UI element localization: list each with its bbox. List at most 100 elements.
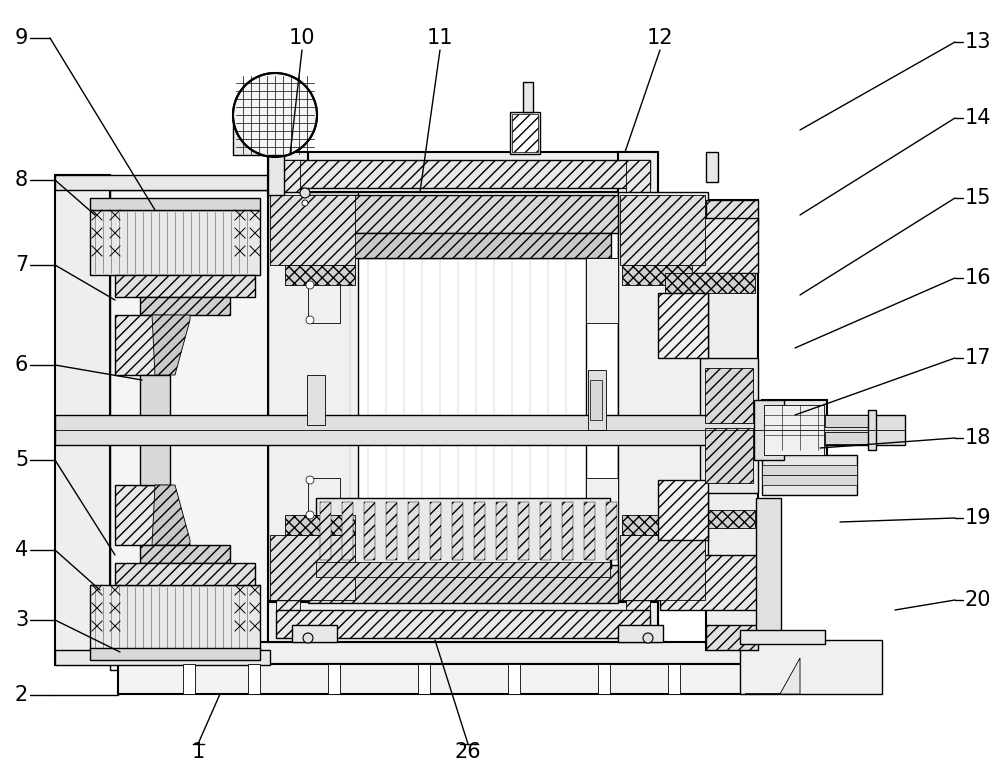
Bar (115, 275, 255, 297)
Bar (706, 625, 758, 650)
Polygon shape (408, 502, 419, 560)
Polygon shape (152, 315, 190, 375)
Text: 1: 1 (191, 742, 205, 762)
Bar (315, 543, 611, 568)
Bar (270, 535, 355, 600)
Bar (308, 478, 340, 543)
Text: 16: 16 (965, 268, 992, 288)
Bar (762, 455, 857, 495)
Bar (660, 555, 758, 610)
Polygon shape (665, 273, 755, 293)
Circle shape (306, 511, 314, 519)
Bar (756, 498, 781, 643)
Bar (512, 114, 538, 152)
Polygon shape (364, 502, 375, 560)
Bar (658, 480, 708, 540)
Text: 7: 7 (15, 255, 28, 275)
Text: 8: 8 (15, 170, 28, 190)
Bar (268, 155, 284, 195)
Polygon shape (386, 502, 397, 560)
Bar (55, 175, 270, 190)
Bar (90, 198, 260, 210)
Bar (55, 650, 270, 665)
Bar (754, 400, 784, 460)
Polygon shape (320, 502, 331, 560)
Bar (660, 218, 758, 273)
Text: 14: 14 (965, 108, 992, 128)
Text: 17: 17 (965, 348, 992, 368)
Polygon shape (606, 502, 617, 560)
Bar (115, 563, 255, 585)
Bar (586, 258, 618, 323)
Bar (706, 200, 758, 650)
Bar (620, 535, 705, 600)
Circle shape (233, 73, 317, 157)
Polygon shape (496, 502, 507, 560)
Polygon shape (540, 502, 551, 560)
Bar (118, 642, 756, 664)
Polygon shape (285, 265, 355, 285)
Bar (270, 195, 355, 265)
Text: 2: 2 (15, 685, 28, 705)
Polygon shape (745, 658, 800, 694)
Polygon shape (562, 502, 573, 560)
Bar (268, 192, 358, 600)
Text: 15: 15 (965, 188, 992, 208)
Polygon shape (233, 115, 268, 155)
Bar (706, 200, 758, 225)
Text: 5: 5 (15, 450, 28, 470)
Bar (115, 485, 165, 545)
Bar (140, 545, 230, 563)
Text: 12: 12 (647, 28, 673, 48)
Bar (510, 112, 540, 154)
Circle shape (643, 633, 653, 643)
Bar (308, 192, 618, 600)
Bar (658, 293, 708, 358)
Bar (55, 175, 110, 665)
Bar (268, 152, 308, 642)
Bar (740, 630, 825, 644)
Bar (308, 195, 618, 233)
Text: 11: 11 (427, 28, 453, 48)
Polygon shape (452, 502, 463, 560)
Circle shape (300, 188, 310, 198)
Bar (248, 664, 260, 694)
Bar (740, 640, 882, 694)
Text: 3: 3 (15, 610, 28, 630)
Text: 20: 20 (965, 590, 992, 610)
Bar (118, 664, 756, 694)
Bar (586, 478, 618, 543)
Bar (276, 160, 650, 188)
Bar (626, 160, 650, 635)
Bar (825, 415, 875, 427)
Polygon shape (152, 485, 190, 545)
Bar (508, 664, 520, 694)
Bar (825, 432, 875, 444)
Circle shape (306, 316, 314, 324)
Bar (268, 152, 658, 192)
Bar (110, 190, 270, 670)
Text: 18: 18 (965, 428, 991, 448)
Circle shape (302, 200, 308, 206)
Bar (668, 664, 680, 694)
Bar (140, 375, 170, 485)
Bar (340, 258, 586, 543)
Text: 9: 9 (15, 28, 28, 48)
Bar (700, 358, 758, 493)
Bar (705, 368, 753, 423)
Polygon shape (342, 502, 353, 560)
Text: 13: 13 (965, 32, 992, 52)
Bar (590, 380, 602, 420)
Bar (90, 585, 260, 650)
Circle shape (303, 633, 313, 643)
Bar (618, 152, 658, 642)
Bar (316, 498, 610, 565)
Polygon shape (430, 502, 441, 560)
Polygon shape (518, 502, 529, 560)
Text: 10: 10 (289, 28, 315, 48)
Bar (618, 192, 708, 600)
Bar (140, 297, 230, 315)
Bar (307, 375, 325, 425)
Polygon shape (622, 515, 692, 535)
Circle shape (306, 281, 314, 289)
